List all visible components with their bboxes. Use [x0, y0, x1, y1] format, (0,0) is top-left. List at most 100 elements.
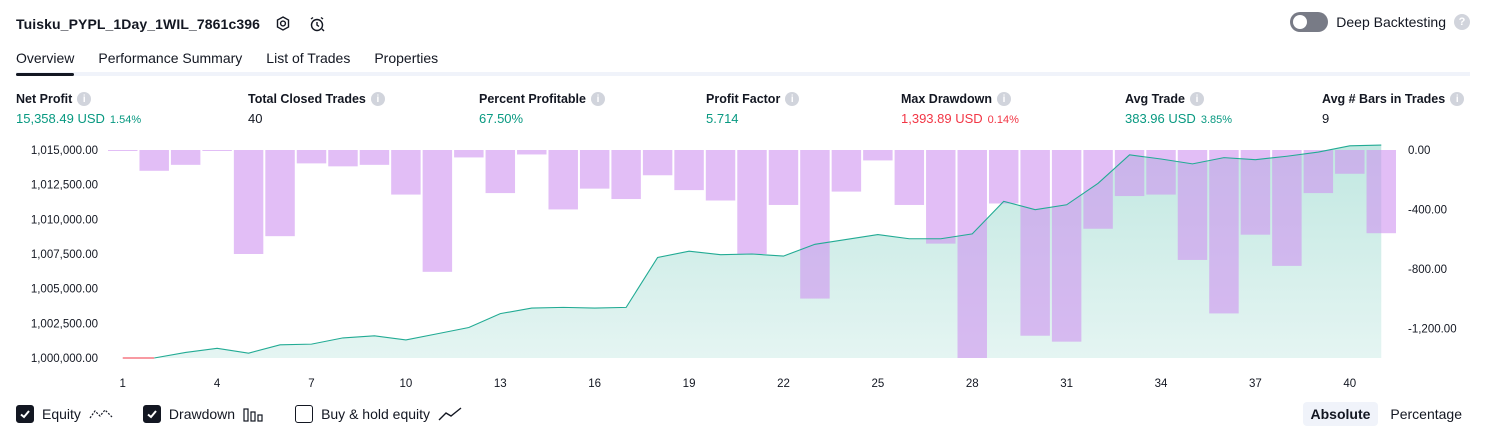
metric-sub-value: 3.85% [1200, 114, 1233, 126]
info-icon[interactable]: i [590, 92, 605, 106]
drawdown-bar [1083, 150, 1113, 229]
x-tick-label: 19 [683, 378, 696, 390]
drawdown-bar [170, 150, 201, 165]
drawdown-bar [611, 150, 641, 200]
drawdown-bar [391, 150, 421, 195]
legend-buy-hold: Buy & hold equity [295, 405, 462, 423]
drawdown-bar [579, 150, 610, 189]
x-tick-label: 34 [1155, 378, 1168, 390]
tab-properties[interactable]: Properties [374, 50, 439, 66]
mode-switch: Absolute Percentage [1302, 402, 1471, 426]
equity-drawdown-chart: 1,000,000.00 1,002,500.00 1,005,000.00 1,00… [31, 144, 1457, 390]
info-icon[interactable]: i [77, 92, 92, 106]
x-tick-label: 7 [308, 378, 314, 390]
toggle-knob [1293, 15, 1308, 29]
drawdown-bar [768, 150, 799, 205]
y-right-tick-label: -400.00 [1408, 204, 1447, 216]
x-tick-label: 22 [777, 378, 790, 390]
legend-buy-hold-label: Buy & hold equity [321, 406, 431, 422]
absolute-mode-button[interactable]: Absolute [1302, 402, 1379, 426]
drawdown-bar [1366, 150, 1396, 234]
drawdown-bar [705, 150, 736, 201]
line-chart-icon [89, 406, 113, 422]
metric-label: Max Drawdown [901, 92, 992, 106]
drawdown-bar [988, 150, 1019, 204]
percentage-mode-button[interactable]: Percentage [1390, 406, 1462, 422]
drawdown-bar [1240, 150, 1271, 235]
bar-chart-icon [243, 406, 265, 422]
drawdown-bar [926, 150, 956, 244]
drawdown-bar [831, 150, 862, 192]
x-tick-label: 25 [871, 378, 884, 390]
legend-drawdown-label: Drawdown [168, 406, 236, 422]
tab-list-of-trades[interactable]: List of Trades [266, 50, 351, 66]
metric-percent-profitable: Percent Profitable i 67.50% [479, 92, 605, 126]
drawdown-bar [1209, 150, 1239, 314]
equity-line [154, 144, 1382, 359]
drawdown-bar [485, 150, 516, 194]
info-icon[interactable]: i [997, 92, 1011, 106]
info-icon[interactable]: i [785, 92, 800, 106]
y-left-tick-label: 1,007,500.00 [31, 249, 98, 261]
drawdown-checkbox[interactable] [142, 405, 161, 423]
metric-value: 5.714 [706, 111, 739, 126]
x-tick-label: 13 [494, 378, 507, 390]
drawdown-bar [957, 150, 987, 358]
metric-value: 15,358.49 USD [16, 111, 105, 126]
buy-hold-checkbox[interactable] [295, 405, 314, 423]
tab-overview[interactable]: Overview [16, 44, 75, 76]
x-tick-label: 40 [1343, 378, 1356, 390]
drawdown-bar [1114, 150, 1145, 197]
alarm-clock-icon[interactable] [306, 13, 328, 35]
drawdown-bar [454, 150, 484, 158]
metric-avg-bars: Avg # Bars in Trades i 9 [1322, 92, 1465, 126]
drawdown-bar [265, 150, 295, 237]
drawdown-bar [328, 150, 358, 167]
strategy-title: Tuisku_PYPL_1Day_1WIL_7861c396 [16, 16, 260, 32]
tab-performance-summary[interactable]: Performance Summary [98, 50, 243, 66]
metrics-row: Net Profit i 15,358.49 USD 1.54% Total Clo… [16, 92, 1470, 132]
metric-label: Net Profit [16, 92, 73, 106]
drawdown-bar [1272, 150, 1302, 266]
drawdown-bar [863, 150, 893, 161]
x-tick-label: 37 [1249, 378, 1262, 390]
y-right-tick-label: -800.00 [1408, 264, 1447, 276]
drawdown-bar [108, 150, 138, 151]
drawdown-bar [296, 150, 327, 164]
drawdown-bar [894, 150, 925, 205]
drawdown-bar [139, 150, 169, 171]
settings-icon[interactable] [272, 13, 294, 35]
deep-backtesting-toggle[interactable] [1290, 12, 1329, 32]
y-left-tick-label: 1,010,000.00 [31, 214, 98, 226]
deep-backtesting-label: Deep Backtesting [1336, 14, 1446, 30]
x-tick-label: 31 [1060, 378, 1073, 390]
drawdown-bar [359, 150, 390, 165]
metric-profit-factor: Profit Factor i 5.714 [706, 92, 800, 126]
x-tick-label: 1 [120, 378, 126, 390]
drawdown-bar [1051, 150, 1082, 342]
metric-max-drawdown: Max Drawdown i 1,393.89 USD 0.14% [901, 92, 1019, 126]
y-left-tick-label: 1,000,000.00 [31, 353, 98, 365]
drawdown-bar [1303, 150, 1334, 194]
metric-label: Avg # Bars in Trades [1322, 92, 1446, 106]
x-tick-label: 10 [400, 378, 413, 390]
y-left-tick-label: 1,015,000.00 [31, 145, 98, 157]
info-icon[interactable]: i [370, 92, 385, 106]
metric-sub-value: 1.54% [109, 114, 142, 126]
info-icon[interactable]: i [1189, 92, 1204, 106]
metric-label: Total Closed Trades [248, 92, 366, 106]
x-tick-label: 4 [214, 378, 221, 390]
drawdown-bar [674, 150, 704, 191]
strategy-header: Tuisku_PYPL_1Day_1WIL_7861c396 [16, 10, 328, 38]
drawdown-bar [642, 150, 673, 176]
drawdown-bar [517, 150, 547, 155]
chart-footer: Equity Drawdown Buy & hold equity Absolu… [16, 402, 1470, 426]
metric-label: Percent Profitable [479, 92, 586, 106]
drawdown-bar [1146, 150, 1176, 195]
legend-equity-label: Equity [42, 406, 81, 422]
y-left-tick-label: 1,005,000.00 [31, 284, 98, 296]
help-icon[interactable]: ? [1454, 14, 1470, 30]
equity-checkbox[interactable] [16, 405, 34, 423]
drawdown-bar [548, 150, 578, 210]
info-icon[interactable]: i [1450, 92, 1465, 106]
